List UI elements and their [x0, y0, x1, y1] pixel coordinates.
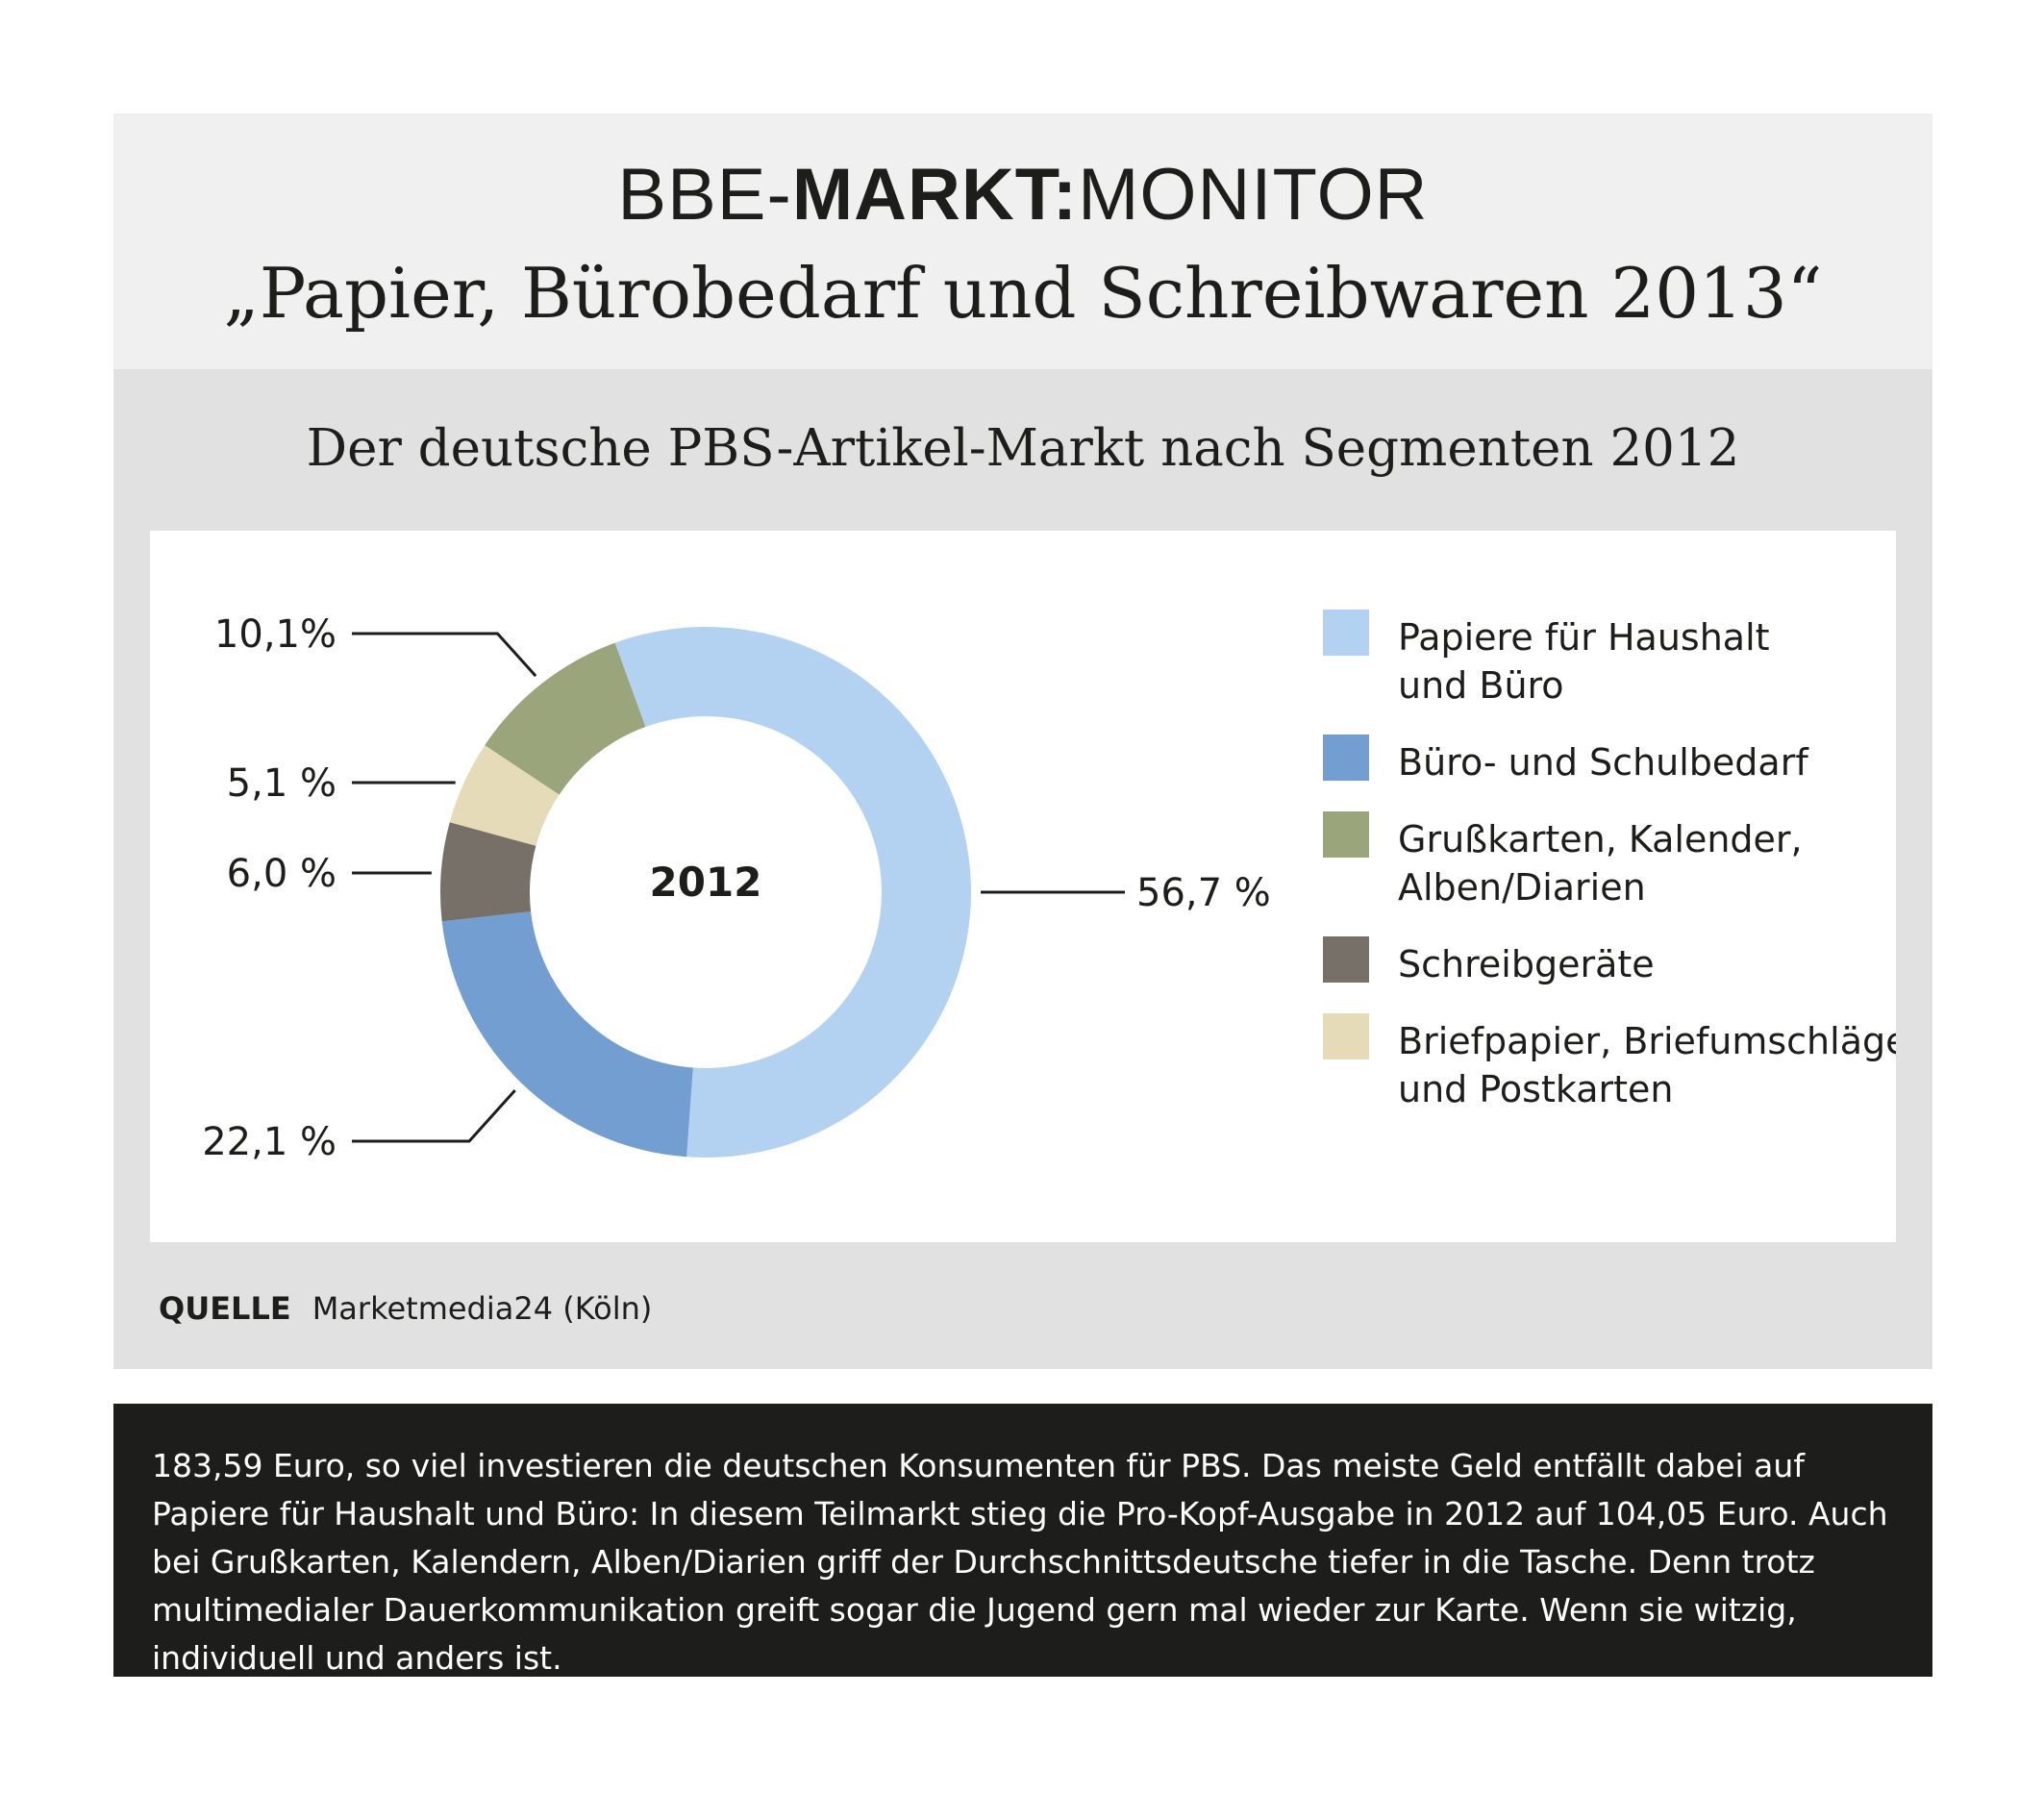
brand-bold: MARKT:	[791, 154, 1079, 236]
data-label-schreibger-te: 6,0 %	[227, 852, 337, 896]
chart-center-label: 2012	[650, 859, 762, 906]
source-note: QUELLE Marketmedia24 (Köln)	[159, 1287, 652, 1330]
legend-item-gru-karten-kalender-alben-diarien: Grußkarten, Kalender, Alben/Diarien	[1323, 811, 1803, 909]
chart-panel: Der deutsche PBS-Artikel-Markt nach Segm…	[113, 369, 1932, 1369]
brand-suffix: MONITOR	[1078, 154, 1429, 236]
slice-briefpapier-briefumschl-ge-und-postkarten	[449, 745, 560, 846]
leader-line-gru-karten-kalender-alben-diarien	[352, 632, 537, 678]
legend-label-b-ro-und-schulbedarf: Büro- und Schulbedarf	[1398, 741, 1809, 784]
legend-swatch-b-ro-und-schulbedarf	[1323, 735, 1369, 781]
legend-swatch-schreibger-te	[1323, 936, 1369, 983]
brand-title: BBE-MARKT:MONITOR	[113, 152, 1932, 238]
header-banner: BBE-MARKT:MONITOR „Papier, Bürobedarf un…	[113, 113, 1932, 369]
slice-schreibger-te	[440, 822, 536, 922]
legend-label-gru-karten-kalender-alben-diarien: Grußkarten, Kalender,	[1398, 818, 1803, 860]
slice-b-ro-und-schulbedarf	[441, 911, 693, 1158]
data-label-gru-karten-kalender-alben-diarien: 10,1%	[214, 612, 337, 657]
legend-swatch-briefpapier-briefumschl-ge-und-postkarten	[1323, 1013, 1369, 1059]
legend-item-papiere-f-r-haushalt-und-b-ro: Papiere für Haushalt und Büro	[1323, 610, 1770, 707]
legend-label-papiere-f-r-haushalt-und-b-ro: und Büro	[1398, 664, 1564, 707]
legend-item-briefpapier-briefumschl-ge-und-postkarten: Briefpapier, Briefumschläge und Postkarte…	[1323, 1013, 1896, 1110]
legend-item-b-ro-und-schulbedarf: Büro- und Schulbedarf	[1323, 735, 1809, 784]
source-label: QUELLE	[159, 1290, 291, 1327]
slice-papiere-f-r-haushalt-und-b-ro	[614, 627, 972, 1158]
legend-label-papiere-f-r-haushalt-und-b-ro: Papiere für Haushalt	[1398, 616, 1770, 659]
data-label-briefpapier-briefumschl-ge-und-postkarten: 5,1 %	[227, 761, 337, 806]
legend-label-briefpapier-briefumschl-ge-und-postkarten: Briefpapier, Briefumschläge	[1398, 1020, 1896, 1062]
legend-label-schreibger-te: Schreibgeräte	[1398, 943, 1655, 985]
brand-prefix: BBE-	[617, 154, 792, 236]
legend-label-gru-karten-kalender-alben-diarien: Alben/Diarien	[1398, 866, 1646, 909]
data-label-papiere-f-r-haushalt-und-b-ro: 56,7 %	[1136, 871, 1271, 915]
source-text: Marketmedia24 (Köln)	[312, 1290, 653, 1327]
legend-label-briefpapier-briefumschl-ge-und-postkarten: und Postkarten	[1398, 1068, 1673, 1110]
legend-swatch-papiere-f-r-haushalt-und-b-ro	[1323, 610, 1369, 656]
legend-item-schreibger-te: Schreibgeräte	[1323, 936, 1655, 985]
legend-swatch-gru-karten-kalender-alben-diarien	[1323, 811, 1369, 858]
page-title: „Papier, Bürobedarf und Schreibwaren 201…	[223, 253, 1823, 334]
summary-text: 183,59 Euro, so viel investieren die deu…	[152, 1447, 1888, 1677]
chart-title: Der deutsche PBS-Artikel-Markt nach Segm…	[306, 419, 1740, 478]
slice-gru-karten-kalender-alben-diarien	[485, 642, 646, 795]
summary-box: 183,59 Euro, so viel investieren die deu…	[113, 1404, 1932, 1677]
leader-line-b-ro-und-schulbedarf	[352, 1089, 516, 1143]
chart-box: 56,7 % 22,1 % 6,0 % 5,1 % 10,1% Papiere für …	[150, 531, 1896, 1242]
data-label-b-ro-und-schulbedarf: 22,1 %	[202, 1120, 337, 1164]
donut-chart: 56,7 % 22,1 % 6,0 % 5,1 % 10,1% Papiere für …	[202, 610, 1896, 1164]
